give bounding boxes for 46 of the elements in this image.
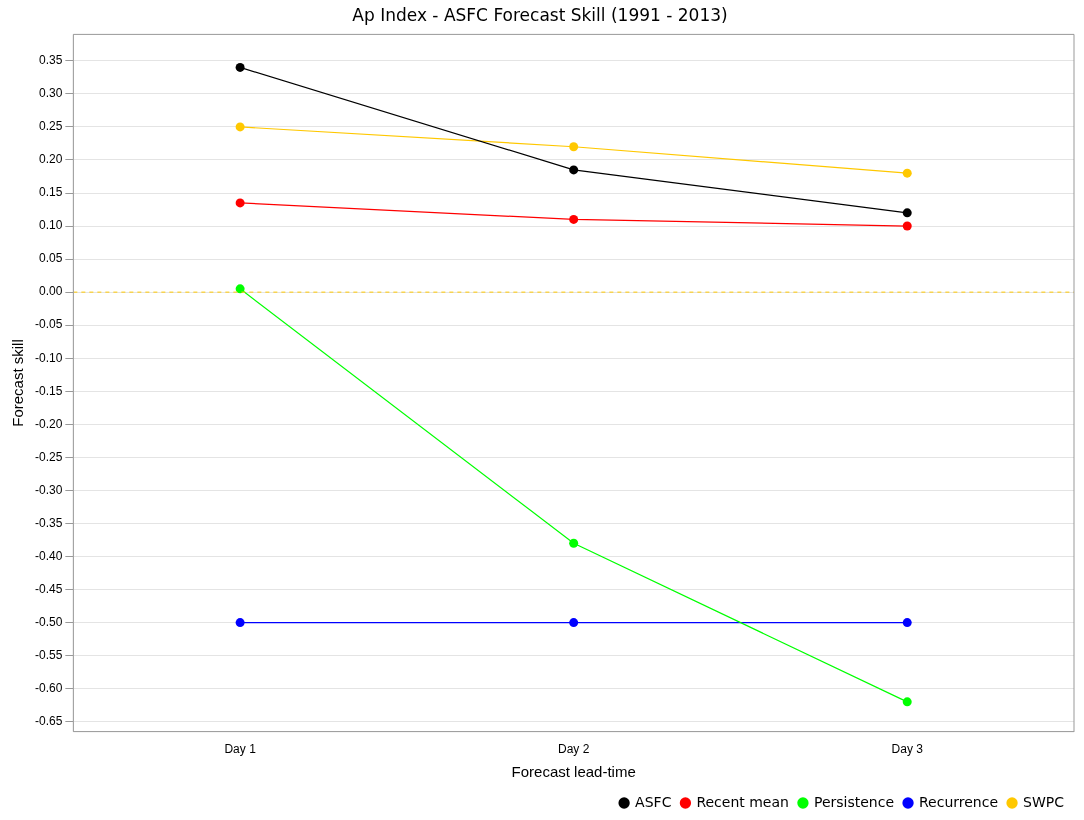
legend-label: SWPC xyxy=(1023,793,1065,810)
x-tick-label: Day 1 xyxy=(224,742,257,757)
y-axis-title: Forecast skill xyxy=(9,339,27,427)
point xyxy=(569,214,579,224)
y-tick-label: -0.50 xyxy=(34,614,63,629)
y-tick-label: 0.05 xyxy=(38,251,63,266)
legend-label: Recurrence xyxy=(919,793,999,810)
y-tick-label: 0.10 xyxy=(38,218,63,233)
point xyxy=(235,122,245,132)
point xyxy=(902,168,912,178)
y-tick-label: -0.60 xyxy=(34,680,63,695)
legend-label: Persistence xyxy=(813,793,895,810)
x-axis-title: Forecast lead-time xyxy=(511,763,636,781)
y-tick-label: -0.55 xyxy=(34,647,63,662)
x-tick-label: Day 2 xyxy=(558,742,590,757)
point xyxy=(235,198,245,208)
y-tick-label: -0.20 xyxy=(34,416,63,431)
y-tick-label: 0.15 xyxy=(38,185,63,200)
x-tick-label: Day 3 xyxy=(891,742,924,757)
y-tick-label: -0.65 xyxy=(34,714,63,728)
point xyxy=(235,618,245,628)
point xyxy=(235,62,245,72)
point xyxy=(902,208,912,218)
chart-title: Ap Index - ASFC Forecast Skill (1991 - 2013) xyxy=(352,4,728,25)
point xyxy=(569,538,579,548)
y-tick-label: 0.20 xyxy=(38,152,63,167)
point xyxy=(569,618,579,628)
point xyxy=(902,221,912,231)
y-tick-label: -0.30 xyxy=(34,482,63,497)
point xyxy=(902,697,912,707)
y-tick-label: -0.10 xyxy=(34,350,63,365)
legend-label: Recent mean xyxy=(696,793,789,810)
y-tick-label: -0.40 xyxy=(34,548,63,563)
point xyxy=(569,142,579,152)
y-tick-label: -0.05 xyxy=(34,317,63,332)
point xyxy=(902,618,912,628)
legend-label: ASFC xyxy=(635,793,672,810)
y-tick-label: 0.25 xyxy=(38,119,63,134)
y-tick-label: 0.35 xyxy=(38,53,63,68)
y-tick-label: 0.00 xyxy=(38,284,63,299)
y-tick-label: -0.15 xyxy=(34,383,63,398)
y-tick-label: -0.35 xyxy=(34,515,63,530)
point xyxy=(569,165,579,175)
y-tick-label: -0.25 xyxy=(34,449,63,464)
y-tick-label: -0.45 xyxy=(34,581,63,596)
y-tick-label: 0.30 xyxy=(38,86,63,101)
